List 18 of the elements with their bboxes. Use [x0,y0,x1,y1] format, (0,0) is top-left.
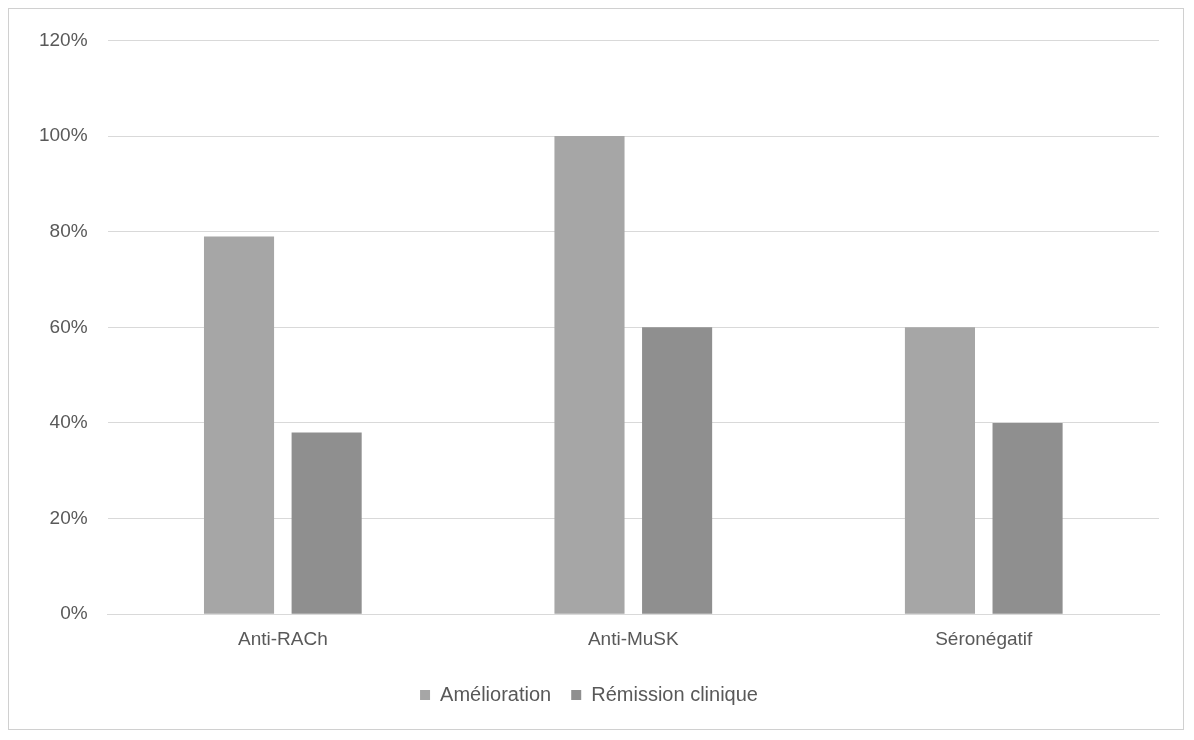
x-tick-label: Séronégatif [935,627,1034,649]
bar [554,136,625,614]
legend-label: Rémission clinique [591,682,758,705]
y-tick-label: 40% [49,411,88,433]
y-tick-label: 20% [49,506,88,528]
bar [642,327,713,614]
legend-label: Amélioration [440,682,552,705]
y-tick-label: 60% [49,315,88,337]
y-tick-label: 80% [49,219,88,241]
bar [291,432,362,614]
x-tick-label: Anti-RACh [237,627,328,649]
bar [904,327,975,614]
bar [203,236,275,614]
bar [992,422,1063,614]
x-tick-label: Anti-MuSK [587,627,680,649]
y-tick-label: 0% [60,602,88,624]
y-tick-label: 120% [38,28,88,50]
y-tick-label: 100% [38,124,88,146]
